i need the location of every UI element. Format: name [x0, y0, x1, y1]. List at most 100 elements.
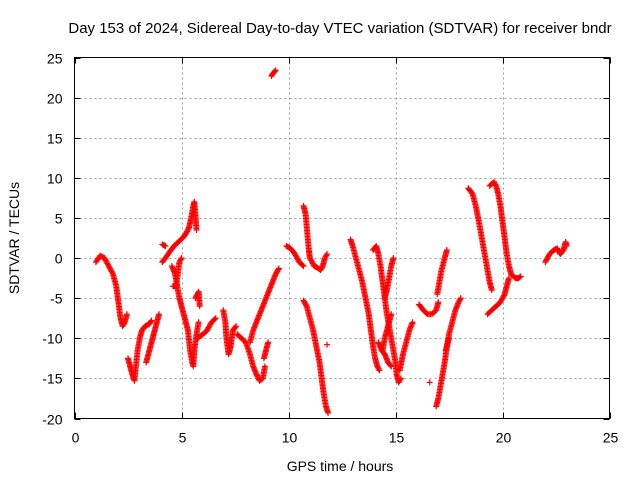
trace-fill — [350, 244, 359, 260]
data-point — [156, 311, 163, 318]
data-point — [178, 255, 185, 262]
trace-fill — [495, 192, 504, 208]
trace-fill — [386, 264, 394, 280]
y-tick-label: -15 — [42, 371, 62, 387]
trace-fill — [134, 336, 143, 352]
series-s4 — [159, 198, 200, 266]
trace-fill — [154, 312, 162, 324]
trace-fill — [321, 392, 329, 408]
y-tick-label: 5 — [55, 211, 63, 227]
trace-fill — [195, 290, 203, 308]
trace-fill — [506, 264, 514, 276]
series-s10 — [220, 307, 240, 358]
x-tick-label: 25 — [603, 430, 619, 446]
data-point — [435, 299, 442, 306]
trace-fill — [491, 180, 499, 188]
trace-fill — [493, 184, 501, 196]
trace-fill — [516, 274, 523, 281]
trace-fill — [102, 256, 112, 268]
trace-fill — [446, 320, 455, 336]
series-s24 — [396, 319, 416, 374]
data-point — [517, 273, 524, 280]
trace-fill — [439, 360, 448, 376]
trace-fill — [403, 328, 413, 344]
trace-fill — [137, 328, 145, 340]
trace-fill — [473, 204, 482, 224]
series-s28 — [442, 335, 452, 354]
series-s1 — [92, 252, 130, 330]
trace-fill — [147, 336, 156, 348]
data-point — [300, 263, 307, 270]
trace-fill — [497, 204, 506, 224]
trace-fill — [132, 348, 141, 372]
trace-fill — [110, 272, 119, 288]
trace-fill — [307, 316, 316, 332]
data-point — [409, 319, 416, 326]
trace-fill — [469, 192, 479, 208]
trace-fill — [437, 372, 446, 388]
trace-fill — [220, 308, 229, 324]
y-tick-label: -10 — [42, 331, 62, 347]
series-s27 — [434, 247, 450, 298]
trace-fill — [499, 220, 508, 240]
trace-fill — [106, 264, 116, 276]
x-axis-label: GPS time / hours — [287, 458, 394, 474]
trace-fill — [152, 320, 160, 332]
trace-fill — [113, 284, 122, 304]
data-point — [388, 363, 395, 370]
y-tick-label: 20 — [47, 91, 63, 107]
data-point — [426, 379, 433, 386]
data-point — [457, 295, 464, 302]
data-point — [488, 287, 495, 294]
y-tick-label: 10 — [47, 171, 63, 187]
trace-fill — [390, 348, 399, 364]
trace-fill — [173, 260, 183, 288]
trace-fill — [115, 300, 124, 320]
trace-fill — [484, 268, 493, 284]
trace-fill — [365, 312, 374, 332]
trace-fill — [442, 248, 450, 260]
grid — [74, 57, 610, 419]
trace-fill — [498, 292, 507, 304]
trace-fill — [478, 232, 486, 248]
series-s29 — [426, 379, 433, 386]
trace-fill — [160, 241, 168, 249]
data-point — [324, 251, 331, 258]
series-s5 — [159, 241, 169, 250]
trace-fill — [120, 320, 128, 328]
series-s33 — [542, 239, 570, 266]
series-s19 — [347, 236, 383, 374]
series-s11 — [234, 331, 268, 384]
series-s25 — [416, 299, 442, 318]
data-point — [212, 315, 219, 322]
data-point — [272, 67, 279, 74]
data-point — [261, 363, 268, 370]
data-point — [162, 243, 169, 250]
series-s16 — [300, 202, 331, 274]
trace-fill — [436, 268, 445, 284]
x-tick-labels: 0 5 10 15 20 25 — [72, 430, 619, 446]
x-tick-label: 20 — [496, 430, 512, 446]
series-s18 — [324, 341, 331, 348]
trace-fill — [243, 340, 253, 356]
data-point — [397, 375, 404, 382]
trace-fill — [247, 328, 256, 344]
x-tick-label: 0 — [72, 430, 80, 446]
trace-fill — [396, 376, 404, 385]
series-s32 — [484, 275, 512, 318]
y-tick-label: 15 — [47, 131, 63, 147]
trace-fill — [303, 224, 311, 240]
x-tick-label: 10 — [282, 430, 298, 446]
trace-fill — [375, 252, 384, 268]
x-tick-label: 15 — [389, 430, 405, 446]
series-s6 — [168, 263, 202, 370]
trace-fill — [382, 288, 390, 300]
series-s26 — [433, 295, 464, 410]
data-point — [233, 323, 240, 330]
series-s14 — [268, 67, 279, 79]
trace-fill — [476, 220, 484, 236]
trace-fill — [318, 376, 327, 396]
series-s9 — [192, 288, 203, 310]
trace-fill — [501, 236, 510, 256]
